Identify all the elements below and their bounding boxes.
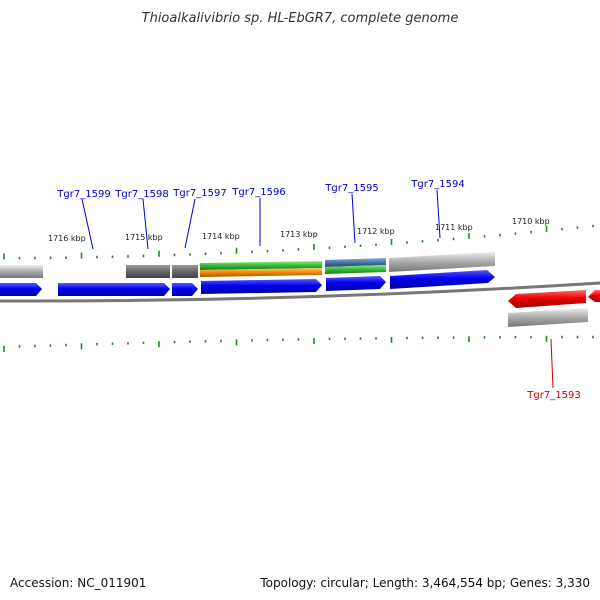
gene-arrow-forward[interactable] [172, 283, 198, 296]
feature-bar-dark[interactable] [172, 265, 198, 278]
leader-line [550, 338, 554, 389]
gene-label-tgr7-1596[interactable]: Tgr7_1596 [231, 187, 285, 198]
gene-arrow-forward[interactable] [326, 276, 386, 291]
reverse-strand-genes [508, 290, 600, 308]
gene-arrow-forward[interactable] [126, 283, 170, 296]
kbp-label: 1710 kbp [512, 217, 550, 226]
kbp-labels: 1716 kbp 1715 kbp 1714 kbp 1713 kbp 1712… [48, 217, 550, 243]
leader-line [184, 198, 196, 249]
gene-arrow-forward[interactable] [58, 283, 126, 296]
feature-track-lower [508, 308, 588, 327]
feature-bar-green[interactable] [200, 261, 322, 270]
accession-text: Accession: NC_011901 [10, 576, 147, 590]
kbp-label: 1714 kbp [202, 232, 240, 241]
genome-backbone [0, 281, 600, 303]
feature-bar-dark[interactable] [126, 265, 170, 278]
feature-track-upper [0, 252, 495, 278]
gene-arrow-forward[interactable] [201, 279, 322, 294]
gene-labels: Tgr7_1599 Tgr7_1598 Tgr7_1597 Tgr7_1596 … [56, 179, 580, 401]
gene-arrow-reverse[interactable] [508, 290, 586, 308]
leader-line [436, 189, 441, 239]
leader-line [142, 198, 149, 250]
gene-label-tgr7-1597[interactable]: Tgr7_1597 [172, 188, 226, 199]
kbp-label: 1716 kbp [48, 234, 86, 243]
feature-bar-steel[interactable] [325, 258, 386, 267]
leader-line [351, 193, 356, 244]
leader-line [81, 198, 94, 250]
gene-arrow-forward[interactable] [390, 270, 495, 289]
map-title: Thioalkalivibrio sp. HL-EbGR7, complete … [142, 11, 459, 26]
kbp-label: 1715 kbp [125, 233, 163, 242]
feature-bar-orange[interactable] [200, 268, 322, 277]
gene-label-tgr7-1599[interactable]: Tgr7_1599 [56, 189, 110, 200]
inner-tick-row [3, 335, 594, 352]
leader-lines [81, 189, 554, 389]
topology-text: Topology: circular; Length: 3,464,554 bp… [260, 576, 590, 590]
feature-bar-gray[interactable] [508, 308, 588, 327]
outer-tick-row [3, 224, 594, 260]
gene-arrow-reverse[interactable] [588, 290, 600, 302]
gene-arrow-forward[interactable] [0, 283, 42, 296]
gene-label-tgr7-1593[interactable]: Tgr7_1593 [526, 390, 580, 401]
feature-bar-gray[interactable] [0, 265, 43, 278]
feature-bar-green[interactable] [325, 265, 386, 274]
kbp-label: 1713 kbp [280, 230, 318, 239]
forward-strand-genes [0, 270, 495, 296]
gene-label-tgr7-1598[interactable]: Tgr7_1598 [114, 189, 168, 200]
gene-label-tgr7-1595[interactable]: Tgr7_1595 [324, 183, 378, 194]
gene-label-tgr7-1594[interactable]: Tgr7_1594 [410, 179, 464, 190]
kbp-label: 1712 kbp [357, 227, 395, 236]
feature-bar-gray[interactable] [389, 252, 495, 272]
kbp-label: 1711 kbp [435, 223, 473, 232]
